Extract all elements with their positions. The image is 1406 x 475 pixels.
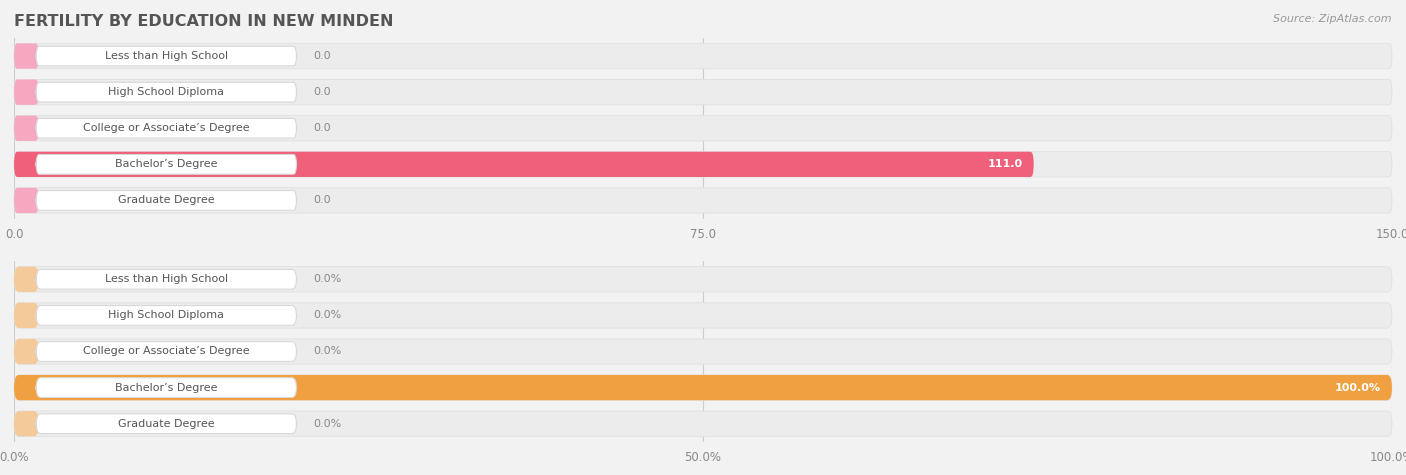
Text: College or Associate’s Degree: College or Associate’s Degree (83, 123, 250, 133)
FancyBboxPatch shape (14, 375, 1392, 400)
FancyBboxPatch shape (14, 79, 39, 105)
FancyBboxPatch shape (14, 411, 39, 437)
FancyBboxPatch shape (14, 266, 39, 292)
FancyBboxPatch shape (14, 339, 39, 364)
FancyBboxPatch shape (14, 188, 39, 213)
FancyBboxPatch shape (14, 266, 1392, 292)
Text: 0.0%: 0.0% (314, 346, 342, 357)
Text: 0.0: 0.0 (314, 123, 330, 133)
FancyBboxPatch shape (14, 303, 39, 328)
Text: FERTILITY BY EDUCATION IN NEW MINDEN: FERTILITY BY EDUCATION IN NEW MINDEN (14, 14, 394, 29)
Text: Bachelor’s Degree: Bachelor’s Degree (115, 159, 218, 170)
FancyBboxPatch shape (14, 152, 1392, 177)
Text: High School Diploma: High School Diploma (108, 310, 225, 321)
Text: Less than High School: Less than High School (105, 51, 228, 61)
Text: 0.0%: 0.0% (314, 418, 342, 429)
FancyBboxPatch shape (14, 188, 1392, 213)
FancyBboxPatch shape (37, 269, 297, 289)
FancyBboxPatch shape (37, 414, 297, 434)
Text: 111.0: 111.0 (987, 159, 1022, 170)
Text: Graduate Degree: Graduate Degree (118, 418, 215, 429)
FancyBboxPatch shape (14, 303, 1392, 328)
FancyBboxPatch shape (37, 342, 297, 361)
Text: 0.0: 0.0 (314, 51, 330, 61)
Text: 0.0%: 0.0% (314, 274, 342, 285)
Text: 100.0%: 100.0% (1334, 382, 1381, 393)
FancyBboxPatch shape (37, 82, 297, 102)
FancyBboxPatch shape (14, 152, 1033, 177)
FancyBboxPatch shape (14, 79, 1392, 105)
FancyBboxPatch shape (14, 43, 39, 69)
FancyBboxPatch shape (14, 115, 39, 141)
Text: College or Associate’s Degree: College or Associate’s Degree (83, 346, 250, 357)
FancyBboxPatch shape (14, 115, 1392, 141)
FancyBboxPatch shape (37, 118, 297, 138)
Text: Source: ZipAtlas.com: Source: ZipAtlas.com (1274, 14, 1392, 24)
FancyBboxPatch shape (37, 378, 297, 398)
FancyBboxPatch shape (37, 305, 297, 325)
FancyBboxPatch shape (37, 154, 297, 174)
Text: Graduate Degree: Graduate Degree (118, 195, 215, 206)
FancyBboxPatch shape (14, 375, 1392, 400)
FancyBboxPatch shape (37, 46, 297, 66)
FancyBboxPatch shape (14, 411, 1392, 437)
FancyBboxPatch shape (14, 43, 1392, 69)
Text: 0.0: 0.0 (314, 87, 330, 97)
Text: Bachelor’s Degree: Bachelor’s Degree (115, 382, 218, 393)
FancyBboxPatch shape (14, 339, 1392, 364)
Text: High School Diploma: High School Diploma (108, 87, 225, 97)
FancyBboxPatch shape (37, 190, 297, 210)
Text: 0.0: 0.0 (314, 195, 330, 206)
Text: Less than High School: Less than High School (105, 274, 228, 285)
Text: 0.0%: 0.0% (314, 310, 342, 321)
